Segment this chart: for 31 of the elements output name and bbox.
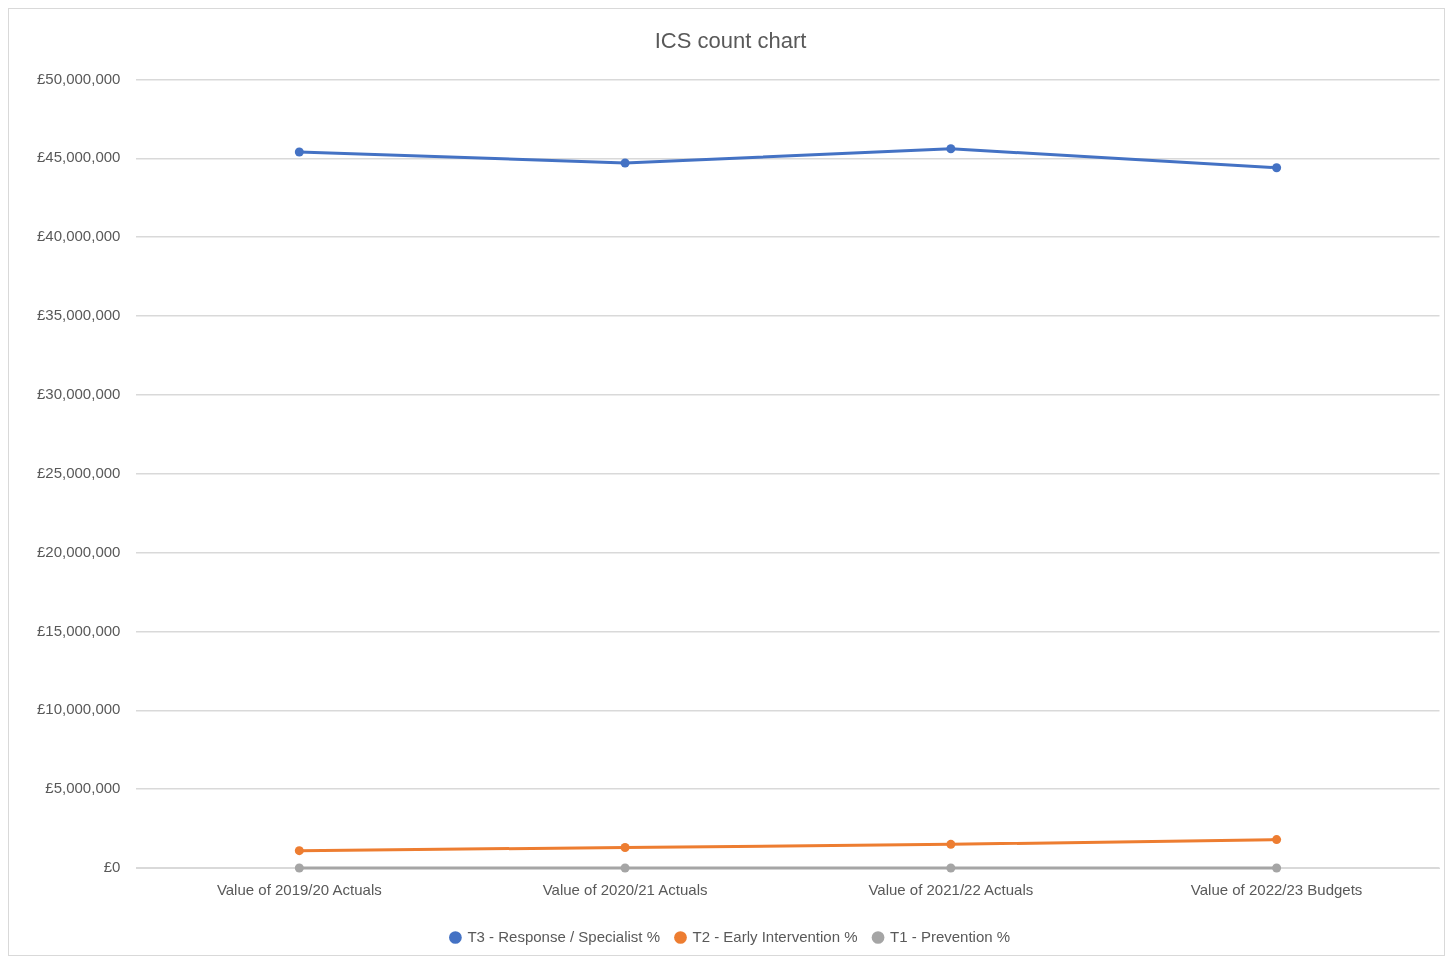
y-tick-label: £40,000,000 — [36, 227, 121, 245]
x-tick-label: Value of 2022/23 Budgets — [1190, 881, 1363, 899]
y-tick-label: £50,000,000 — [36, 69, 121, 87]
point — [1272, 163, 1282, 173]
x-tick-label: Value of 2021/22 Actuals — [868, 881, 1034, 899]
x-tick-label: Value of 2020/21 Actuals — [542, 881, 708, 899]
legend-label: T1 - Prevention % — [890, 927, 1011, 945]
y-tick-label: £45,000,000 — [36, 148, 121, 166]
point — [294, 846, 304, 856]
y-tick-label: £25,000,000 — [36, 463, 121, 481]
legend-label: T2 - Early Intervention % — [692, 927, 858, 945]
x-tick-label: Value of 2019/20 Actuals — [216, 881, 382, 899]
y-tick-label: £5,000,000 — [45, 779, 121, 797]
point — [294, 863, 304, 873]
point — [946, 839, 956, 849]
y-tick-label: £20,000,000 — [36, 542, 121, 560]
legend-label: T3 - Response / Specialist % — [467, 927, 660, 945]
point — [620, 158, 630, 168]
y-tick-label: £35,000,000 — [36, 306, 121, 324]
point — [946, 863, 956, 873]
point — [1272, 863, 1282, 873]
point — [946, 144, 956, 154]
y-tick-label: £30,000,000 — [36, 384, 121, 402]
point — [620, 863, 630, 873]
point — [1272, 835, 1282, 845]
point — [294, 147, 304, 157]
y-tick-label: £0 — [103, 858, 121, 876]
chart-title: ICS count chart — [654, 28, 807, 54]
y-tick-label: £15,000,000 — [36, 621, 121, 639]
point — [620, 843, 630, 852]
y-tick-label: £10,000,000 — [36, 700, 121, 718]
